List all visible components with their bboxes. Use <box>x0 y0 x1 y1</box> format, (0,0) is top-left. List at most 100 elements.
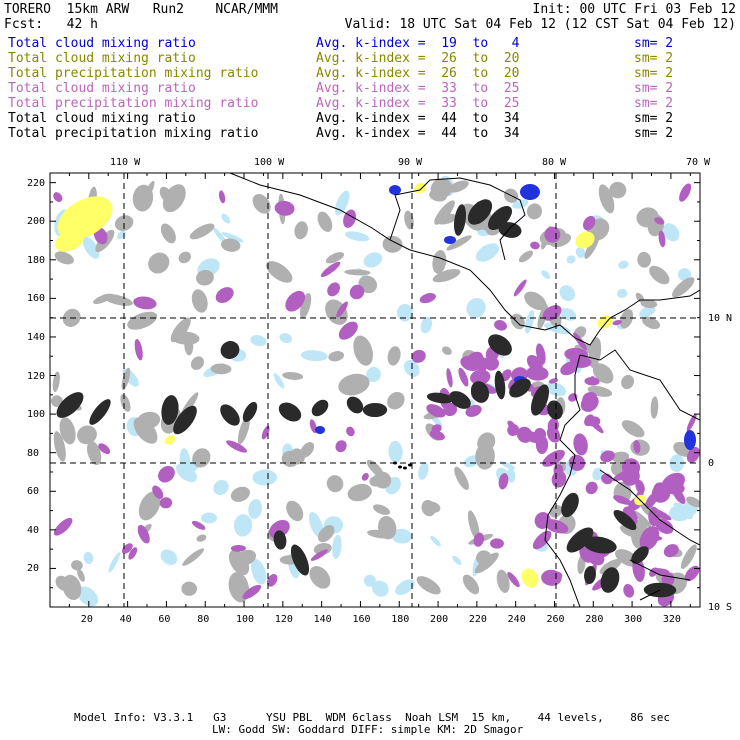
light-blue-cloud <box>344 231 370 242</box>
x-grid-label: 280 <box>585 614 604 625</box>
y-grid-label: 220 <box>27 177 46 189</box>
lat-lon-gridlines <box>50 173 700 607</box>
magenta-precip <box>411 349 426 363</box>
magenta-precip <box>600 450 615 463</box>
legend-sm: sm= 2 <box>634 126 674 141</box>
gray-cloud <box>650 396 659 419</box>
light-blue-cloud <box>160 549 178 566</box>
magenta-precip <box>349 284 365 300</box>
galapagos-islands <box>403 466 407 470</box>
legend-kindex: Avg. k-index = 33 to 25 <box>316 96 520 111</box>
magenta-precip <box>226 440 248 453</box>
light-blue-cloud <box>430 535 441 547</box>
legend-sm: sm= 2 <box>634 51 674 66</box>
light-blue-cloud <box>541 270 551 280</box>
magenta-precip <box>230 545 246 552</box>
magenta-precip <box>513 279 527 297</box>
dark-convection <box>453 204 467 236</box>
gray-cloud <box>442 346 452 356</box>
gray-cloud <box>598 184 615 214</box>
light-blue-cloud <box>544 322 571 335</box>
dark-convection <box>470 381 490 403</box>
gray-cloud <box>160 223 176 244</box>
longitude-label: 90 W <box>398 157 423 168</box>
gray-cloud <box>619 525 638 538</box>
y-grid-label: 200 <box>27 216 46 228</box>
magenta-precip <box>191 520 206 530</box>
gray-cloud <box>196 269 214 286</box>
gray-cloud <box>636 207 659 228</box>
gray-cloud <box>599 558 622 575</box>
gray-cloud <box>300 292 312 319</box>
light-blue-cloud <box>82 236 100 259</box>
dark-convection <box>561 492 579 518</box>
gray-cloud <box>496 569 510 593</box>
gray-cloud <box>77 425 97 445</box>
light-blue-cloud <box>395 579 415 595</box>
y-grid-label: 40 <box>27 524 40 536</box>
gray-cloud <box>432 250 447 274</box>
light-blue-cloud <box>366 366 381 383</box>
gray-cloud <box>621 374 635 390</box>
light-blue-cloud <box>452 555 462 565</box>
field-layer <box>50 173 700 607</box>
dark-convection <box>426 392 454 404</box>
y-grid-label: 120 <box>27 370 46 382</box>
gray-cloud <box>53 431 66 462</box>
legend-field: Total precipitation mixing ratio <box>8 96 259 111</box>
magenta-precip <box>613 495 632 505</box>
gray-cloud <box>430 178 453 199</box>
x-grid-label: 80 <box>197 614 210 625</box>
gray-cloud <box>326 475 344 493</box>
light-blue-cloud <box>221 232 244 243</box>
light-blue-cloud <box>250 335 267 347</box>
y-grid-label: 20 <box>27 563 40 575</box>
gray-cloud <box>282 371 304 380</box>
gray-cloud <box>680 544 697 569</box>
magenta-precip <box>215 287 234 304</box>
gray-cloud <box>592 363 614 384</box>
magenta-precip <box>525 366 549 381</box>
legend-sm: sm= 2 <box>634 81 674 96</box>
dark-convection <box>530 384 550 416</box>
magenta-precip <box>261 425 270 440</box>
x-grid-label: 220 <box>468 614 487 625</box>
dark-convection <box>173 405 197 435</box>
dark-convection <box>362 402 388 418</box>
legend-kindex: Avg. k-index = 26 to 20 <box>316 66 520 81</box>
light-blue-cloud <box>546 382 566 397</box>
blue-cloud <box>315 426 325 434</box>
y-grid-label: 60 <box>27 486 40 498</box>
dark-convection <box>273 530 287 550</box>
dark-convection <box>613 509 637 531</box>
gray-cloud <box>309 566 331 589</box>
x-grid-label: 100 <box>236 614 255 625</box>
x-grid-label: 60 <box>158 614 171 625</box>
light-blue-cloud <box>273 373 285 389</box>
gray-cloud <box>182 548 205 566</box>
dark-convection <box>509 378 531 398</box>
magenta-precip <box>547 418 559 434</box>
light-blue-cloud <box>559 285 576 302</box>
x-grid-label: 20 <box>80 614 93 625</box>
dark-convection <box>290 544 310 576</box>
light-blue-cloud <box>372 580 389 597</box>
x-grid-label: 300 <box>624 614 643 625</box>
legend-sm: sm= 2 <box>634 111 674 126</box>
legend-sm: sm= 2 <box>634 66 674 81</box>
galapagos-islands <box>398 465 402 469</box>
gray-cloud <box>382 235 403 253</box>
light-blue-cloud <box>332 534 342 559</box>
light-blue-cloud <box>279 333 293 344</box>
legend-sm: sm= 2 <box>634 36 674 51</box>
gray-cloud <box>191 289 208 313</box>
y-grid-label: 180 <box>27 254 46 266</box>
light-blue-cloud <box>213 480 229 496</box>
y-grid-label: 160 <box>27 293 46 305</box>
magenta-precip <box>534 428 547 440</box>
gray-cloud <box>178 251 191 264</box>
galapagos-islands <box>408 463 412 467</box>
light-blue-cloud <box>252 469 278 486</box>
gray-cloud <box>181 581 198 596</box>
